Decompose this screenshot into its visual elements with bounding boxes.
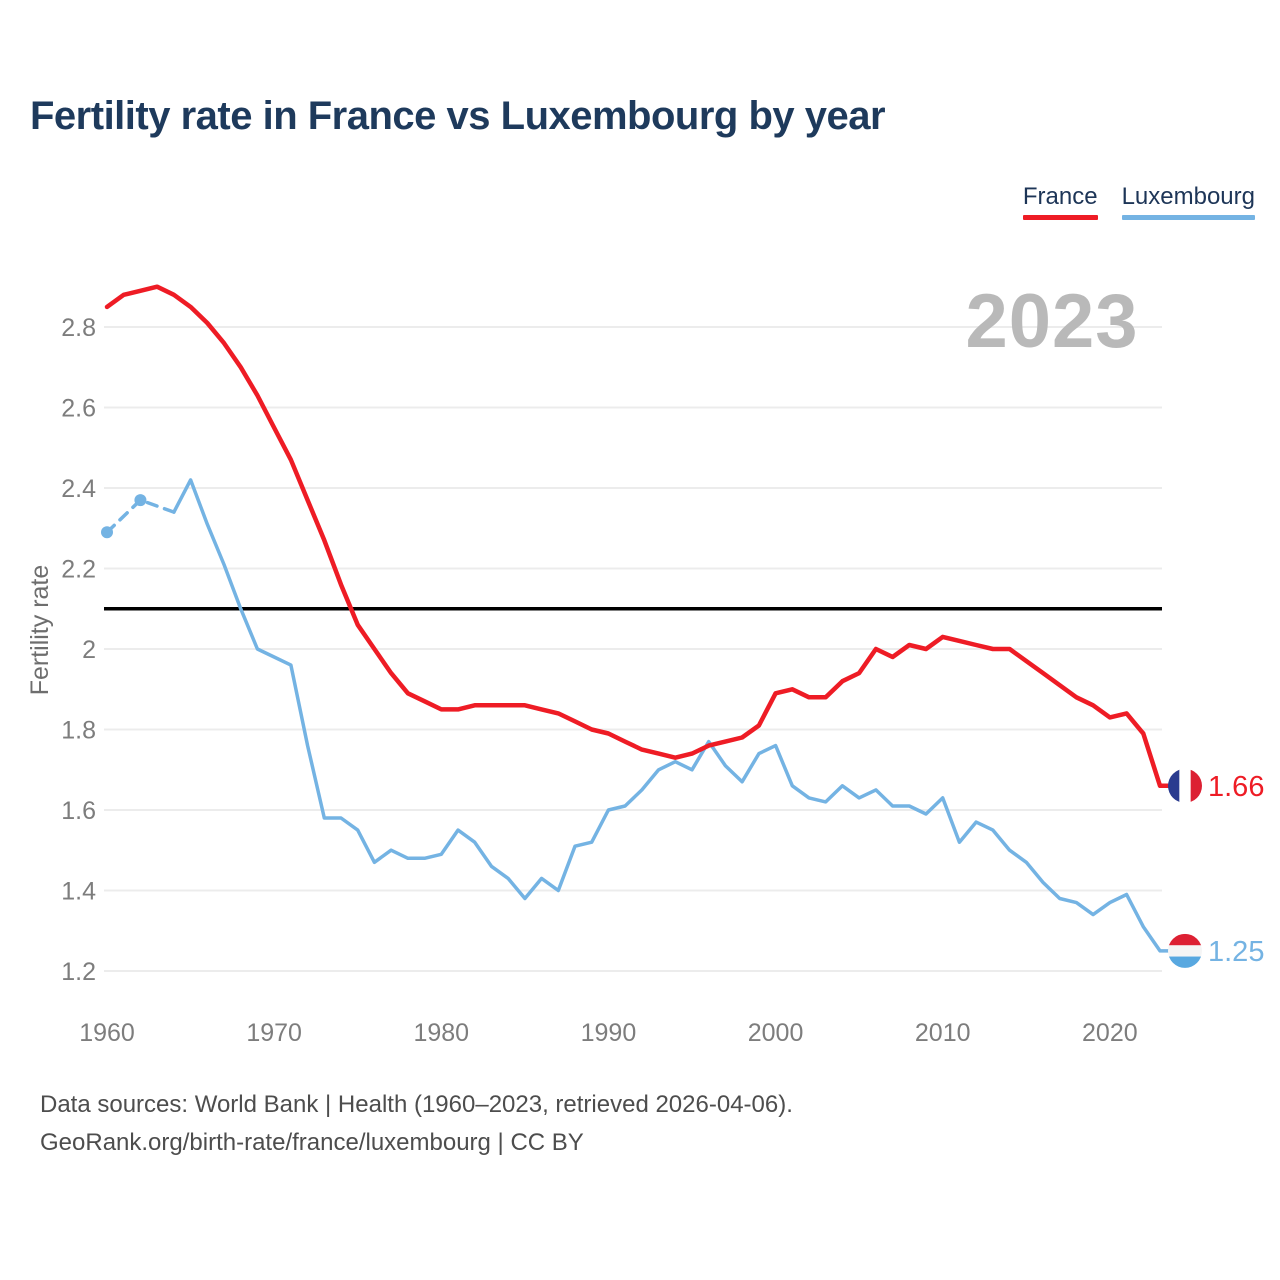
footer-attribution-line: GeoRank.org/birth-rate/france/luxembourg…	[40, 1129, 584, 1156]
footer: Data sources: World Bank | Health (1960–…	[40, 1086, 793, 1162]
legend-label-luxembourg: Luxembourg	[1121, 183, 1255, 210]
luxembourg-end-value: 1.25	[1208, 936, 1264, 968]
y-axis-label: Fertility rate	[26, 565, 54, 696]
watermark-year: 2023	[965, 279, 1138, 364]
legend-underline-france	[1022, 215, 1098, 220]
france-line[interactable]	[104, 284, 1173, 789]
legend: France Luxembourg	[1022, 183, 1255, 220]
page-title: Fertility rate in France vs Luxembourg b…	[30, 94, 886, 138]
x-tick-1980: 1980	[413, 1019, 469, 1047]
y-tick-1.8: 1.8	[61, 717, 96, 745]
x-tick-1970: 1970	[246, 1019, 302, 1047]
x-tick-1960: 1960	[79, 1019, 135, 1047]
footer-source-line: Data sources: World Bank | Health (1960–…	[40, 1091, 793, 1118]
legend-label-france: France	[1022, 183, 1098, 210]
y-tick-2.4: 2.4	[61, 475, 96, 503]
y-tick-2.8: 2.8	[61, 314, 96, 342]
y-tick-1.4: 1.4	[61, 878, 96, 906]
france-end-value: 1.66	[1208, 771, 1264, 803]
y-tick-2.2: 2.2	[61, 556, 96, 584]
luxembourg-marker-1962	[134, 494, 147, 507]
luxembourg-marker-1960	[101, 526, 113, 539]
france-flag-icon	[1168, 768, 1202, 803]
y-tick-2.6: 2.6	[61, 395, 96, 423]
y-tick-1.6: 1.6	[61, 797, 96, 825]
x-tick-1990: 1990	[581, 1019, 637, 1047]
luxembourg-line[interactable]	[172, 478, 1172, 953]
y-tick-1.2: 1.2	[61, 958, 96, 986]
luxembourg-flag-icon	[1168, 933, 1202, 968]
y-tick-2: 2	[82, 636, 96, 664]
x-tick-2000: 2000	[748, 1019, 804, 1047]
legend-item-luxembourg[interactable]: Luxembourg	[1121, 183, 1255, 220]
x-tick-2010: 2010	[915, 1019, 971, 1047]
x-tick-2020: 2020	[1082, 1019, 1138, 1047]
legend-underline-luxembourg	[1121, 215, 1255, 220]
legend-item-france[interactable]: France	[1022, 183, 1098, 220]
